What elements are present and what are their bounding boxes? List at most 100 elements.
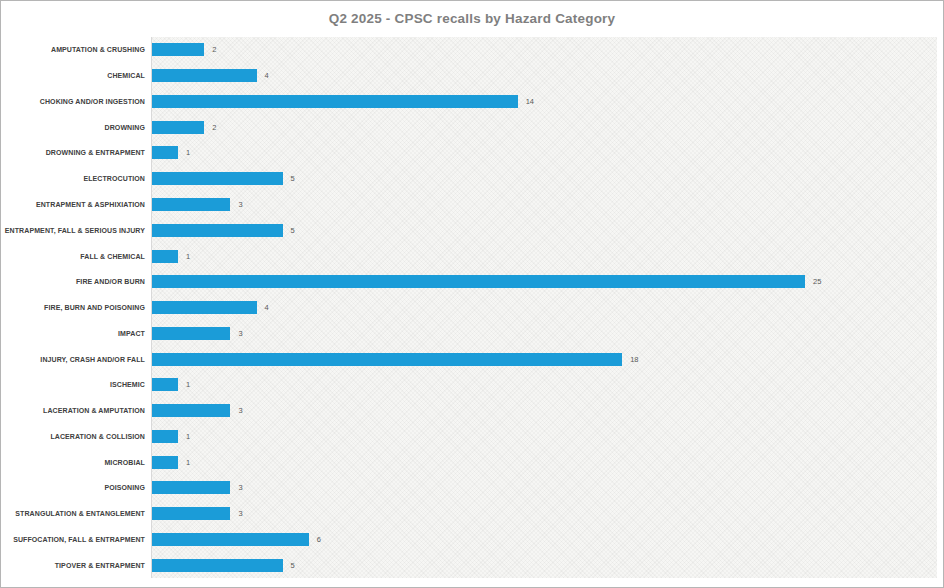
- value-label: 3: [238, 509, 242, 518]
- bar[interactable]: [152, 378, 178, 391]
- category-label: DROWNING: [1, 124, 152, 131]
- bar[interactable]: [152, 224, 283, 237]
- category-label: FALL & CHEMICAL: [1, 253, 152, 260]
- value-label: 4: [265, 303, 269, 312]
- chart-title: Q2 2025 - CPSC recalls by Hazard Categor…: [1, 1, 943, 35]
- bar-row: CHEMICAL 4: [1, 63, 937, 89]
- bar[interactable]: [152, 430, 178, 443]
- bar[interactable]: [152, 275, 805, 288]
- bar-track: 4: [152, 69, 937, 82]
- value-label: 5: [291, 226, 295, 235]
- category-label: AMPUTATION & CRUSHING: [1, 46, 152, 53]
- category-label: ISCHEMIC: [1, 381, 152, 388]
- value-label: 2: [212, 45, 216, 54]
- bar[interactable]: [152, 301, 257, 314]
- bar-track: 3: [152, 507, 937, 520]
- value-label: 1: [186, 458, 190, 467]
- bar-track: 1: [152, 430, 937, 443]
- bar-row: TIPOVER & ENTRAPMENT 5: [1, 552, 937, 578]
- bar-row: POISONING 3: [1, 475, 937, 501]
- bar[interactable]: [152, 456, 178, 469]
- bar-row: STRANGULATION & ENTANGLEMENT 3: [1, 501, 937, 527]
- bar-track: 3: [152, 481, 937, 494]
- bar-track: 3: [152, 404, 937, 417]
- category-label: DROWNING & ENTRAPMENT: [1, 149, 152, 156]
- bar-track: 5: [152, 224, 937, 237]
- bar-track: 3: [152, 327, 937, 340]
- bar-row: ENTRAPMENT, FALL & SERIOUS INJURY 5: [1, 217, 937, 243]
- value-label: 3: [238, 329, 242, 338]
- bar-track: 2: [152, 121, 937, 134]
- bar-row: LACERATION & COLLISION 1: [1, 423, 937, 449]
- bar-row: DROWNING 2: [1, 114, 937, 140]
- bar-track: 5: [152, 172, 937, 185]
- value-label: 5: [291, 174, 295, 183]
- bar-track: 1: [152, 456, 937, 469]
- value-label: 3: [238, 483, 242, 492]
- bar-row: DROWNING & ENTRAPMENT 1: [1, 140, 937, 166]
- bar-row: CHOKING AND/OR INGESTION 14: [1, 89, 937, 115]
- value-label: 5: [291, 561, 295, 570]
- bar-track: 14: [152, 95, 937, 108]
- bar-row: MICROBIAL 1: [1, 449, 937, 475]
- bar-row: INJURY, CRASH AND/OR FALL 18: [1, 346, 937, 372]
- bar-track: 5: [152, 559, 937, 572]
- category-label: STRANGULATION & ENTANGLEMENT: [1, 510, 152, 517]
- value-label: 25: [813, 277, 821, 286]
- category-label: ENTRAPMENT, FALL & SERIOUS INJURY: [1, 227, 152, 234]
- bar[interactable]: [152, 43, 204, 56]
- bar[interactable]: [152, 559, 283, 572]
- value-label: 1: [186, 252, 190, 261]
- bar[interactable]: [152, 404, 230, 417]
- value-label: 6: [317, 535, 321, 544]
- category-label: FIRE AND/OR BURN: [1, 278, 152, 285]
- category-label: INJURY, CRASH AND/OR FALL: [1, 356, 152, 363]
- bar[interactable]: [152, 481, 230, 494]
- value-label: 2: [212, 123, 216, 132]
- bar[interactable]: [152, 172, 283, 185]
- bar-track: 6: [152, 533, 937, 546]
- bar[interactable]: [152, 69, 257, 82]
- category-label: TIPOVER & ENTRAPMENT: [1, 562, 152, 569]
- value-label: 1: [186, 432, 190, 441]
- bar-row: LACERATION & AMPUTATION 3: [1, 398, 937, 424]
- category-label: ENTRAPMENT & ASPHIXIATION: [1, 201, 152, 208]
- bar[interactable]: [152, 121, 204, 134]
- category-label: SUFFOCATION, FALL & ENTRAPMENT: [1, 536, 152, 543]
- category-label: LACERATION & AMPUTATION: [1, 407, 152, 414]
- category-label: POISONING: [1, 484, 152, 491]
- bar-row: FIRE, BURN AND POISONING 4: [1, 295, 937, 321]
- category-label: CHEMICAL: [1, 72, 152, 79]
- bar[interactable]: [152, 95, 518, 108]
- bar-track: 1: [152, 250, 937, 263]
- category-label: LACERATION & COLLISION: [1, 433, 152, 440]
- bar[interactable]: [152, 353, 622, 366]
- bar-track: 1: [152, 378, 937, 391]
- bar-row: SUFFOCATION, FALL & ENTRAPMENT 6: [1, 527, 937, 553]
- bar-row: IMPACT 3: [1, 320, 937, 346]
- value-label: 1: [186, 380, 190, 389]
- value-label: 18: [630, 355, 638, 364]
- bar[interactable]: [152, 533, 309, 546]
- bar-row: FALL & CHEMICAL 1: [1, 243, 937, 269]
- bar[interactable]: [152, 198, 230, 211]
- value-label: 3: [238, 200, 242, 209]
- value-label: 1: [186, 148, 190, 157]
- bar-row: FIRE AND/OR BURN 25: [1, 269, 937, 295]
- bar-track: 1: [152, 146, 937, 159]
- bar-row: ENTRAPMENT & ASPHIXIATION 3: [1, 192, 937, 218]
- bar-row: ISCHEMIC 1: [1, 372, 937, 398]
- bar[interactable]: [152, 250, 178, 263]
- category-label: CHOKING AND/OR INGESTION: [1, 98, 152, 105]
- category-label: FIRE, BURN AND POISONING: [1, 304, 152, 311]
- value-label: 4: [265, 71, 269, 80]
- bar[interactable]: [152, 507, 230, 520]
- value-label: 3: [238, 406, 242, 415]
- bar-track: 3: [152, 198, 937, 211]
- bar-row: ELECTROCUTION 5: [1, 166, 937, 192]
- chart-canvas: Q2 2025 - CPSC recalls by Hazard Categor…: [0, 0, 944, 588]
- bar[interactable]: [152, 327, 230, 340]
- category-label: IMPACT: [1, 330, 152, 337]
- bar[interactable]: [152, 146, 178, 159]
- bar-track: 2: [152, 43, 937, 56]
